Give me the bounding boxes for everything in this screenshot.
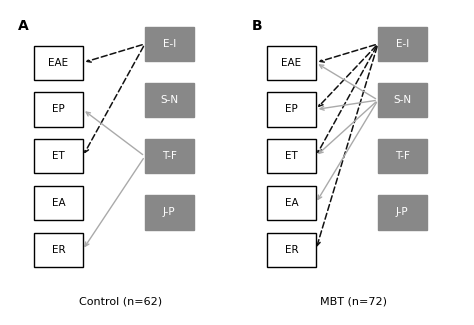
Bar <box>378 27 427 61</box>
Text: ER: ER <box>52 245 65 255</box>
Bar <box>267 186 316 220</box>
Bar <box>267 46 316 80</box>
Text: B: B <box>251 19 262 33</box>
Bar <box>267 139 316 174</box>
Text: T-F: T-F <box>162 151 177 161</box>
Text: EA: EA <box>284 198 298 208</box>
Bar <box>34 92 83 127</box>
Bar <box>267 92 316 127</box>
Text: S-N: S-N <box>393 95 411 105</box>
Text: E-I: E-I <box>396 39 409 49</box>
Text: ET: ET <box>285 151 298 161</box>
Bar <box>378 139 427 174</box>
Bar <box>267 233 316 267</box>
Text: MBT (n=72): MBT (n=72) <box>320 296 387 306</box>
Text: EAE: EAE <box>282 58 301 68</box>
Text: S-N: S-N <box>160 95 178 105</box>
Text: J-P: J-P <box>396 207 409 217</box>
Bar <box>145 195 194 229</box>
Bar <box>145 27 194 61</box>
Bar <box>34 186 83 220</box>
Text: T-F: T-F <box>395 151 410 161</box>
Bar <box>145 83 194 117</box>
Text: EA: EA <box>52 198 65 208</box>
Text: ET: ET <box>52 151 64 161</box>
Bar <box>34 46 83 80</box>
Text: A: A <box>18 19 29 33</box>
Text: EAE: EAE <box>48 58 68 68</box>
Bar <box>34 233 83 267</box>
Text: ER: ER <box>284 245 298 255</box>
Bar <box>378 195 427 229</box>
Text: EP: EP <box>285 104 298 114</box>
Text: J-P: J-P <box>163 207 175 217</box>
Text: EP: EP <box>52 104 64 114</box>
Bar <box>378 83 427 117</box>
Bar <box>145 139 194 174</box>
Text: Control (n=62): Control (n=62) <box>79 296 162 306</box>
Text: E-I: E-I <box>163 39 176 49</box>
Bar <box>34 139 83 174</box>
